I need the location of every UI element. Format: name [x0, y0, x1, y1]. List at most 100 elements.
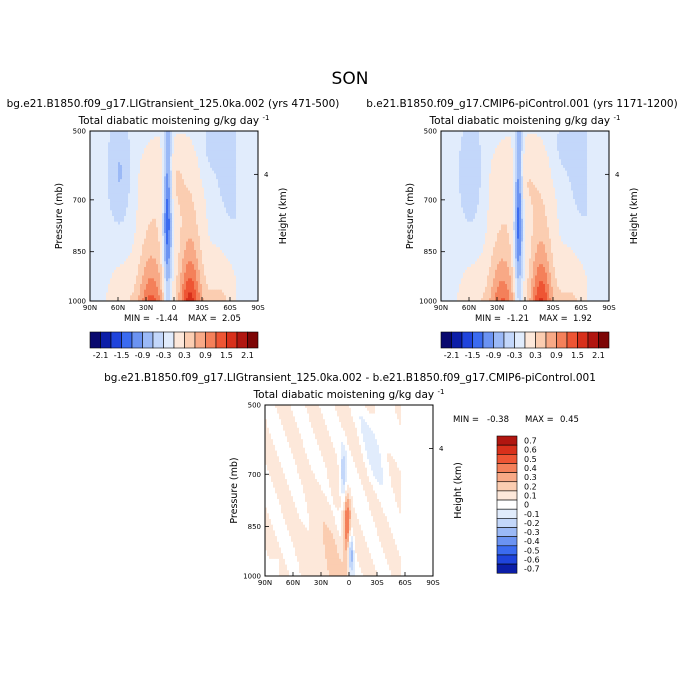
contour-cell [218, 184, 221, 189]
contour-cell [128, 201, 131, 206]
contour-cell [138, 244, 141, 248]
contour-cell [196, 179, 199, 183]
contour-cell [102, 196, 105, 200]
contour-cell [212, 284, 215, 288]
contour-cell [212, 145, 215, 149]
contour-cell [212, 196, 215, 200]
contour-cell [92, 235, 95, 240]
panel-subtitle: Total diabatic moistening g/kg day -1 [78, 114, 270, 127]
contour-cell [210, 289, 213, 293]
contour-cell [218, 227, 221, 231]
contour-cell [136, 295, 139, 299]
contour-cell [216, 252, 219, 257]
contour-cell [244, 261, 247, 265]
contour-cell [210, 162, 213, 166]
contour-cell [132, 278, 135, 282]
contour-cell [254, 184, 257, 189]
contour-cell [166, 201, 169, 206]
contour-cell [138, 218, 141, 223]
contour-cell [252, 196, 255, 200]
contour-cell [126, 261, 129, 265]
contour-cell [172, 250, 175, 254]
contour-cell [122, 227, 125, 231]
contour-cell [126, 170, 129, 174]
contour-cell [250, 159, 253, 163]
contour-cell [148, 227, 151, 231]
contour-cell [246, 162, 249, 166]
contour-cell [226, 267, 229, 271]
contour-cell [154, 142, 157, 146]
contour-cell [196, 241, 199, 245]
contour-cell [192, 150, 195, 155]
contour-cell [238, 148, 241, 152]
contour-cell [108, 235, 111, 240]
contour-cell [170, 170, 173, 174]
contour-cell [156, 131, 159, 135]
contour-cell [92, 267, 95, 271]
contour-cell [128, 199, 131, 203]
contour-cell [152, 255, 155, 259]
contour-cell [204, 255, 207, 259]
contour-cell [242, 286, 245, 291]
contour-cell [90, 286, 93, 291]
contour-cell [218, 244, 221, 248]
contour-cell [128, 261, 131, 265]
contour-cell [220, 269, 223, 274]
contour-cell [224, 153, 227, 157]
contour-cell [210, 196, 213, 200]
contour-cell [102, 267, 105, 271]
contour-cell [106, 148, 109, 152]
contour-cell [104, 218, 107, 223]
contour-cell [208, 269, 211, 274]
contour-cell [176, 156, 179, 160]
contour-cell [168, 292, 171, 296]
contour-cell [184, 267, 187, 271]
contour-cell [188, 230, 191, 234]
contour-cell [192, 238, 195, 242]
contour-cell [166, 252, 169, 257]
contour-cell [132, 190, 135, 194]
contour-cell [250, 190, 253, 194]
contour-cell [124, 233, 127, 237]
contour-cell [160, 167, 163, 172]
contour-cell [150, 233, 153, 237]
contour-cell [212, 170, 215, 174]
contour-cell [120, 173, 123, 177]
contour-cell [242, 167, 245, 172]
contour-cell [214, 184, 217, 189]
contour-cell [138, 204, 141, 208]
contour-cell [164, 255, 167, 259]
contour-cell [198, 204, 201, 208]
contour-cell [190, 136, 193, 140]
contour-cell [214, 284, 217, 288]
contour-cell [256, 227, 259, 231]
contour-cell [164, 204, 167, 208]
contour-cell [186, 284, 189, 288]
contour-cell [118, 136, 121, 140]
contour-cell [96, 139, 99, 143]
contour-cell [230, 196, 233, 200]
contour-cell [222, 281, 225, 285]
contour-cell [208, 247, 211, 251]
contour-cell [218, 247, 221, 251]
contour-cell [128, 176, 131, 180]
contour-cell [142, 196, 145, 200]
contour-cell [212, 224, 215, 228]
contour-cell [172, 258, 175, 262]
contour-cell [212, 187, 215, 191]
contour-cell [194, 201, 197, 206]
contour-cell [94, 255, 97, 259]
contour-cell [198, 233, 201, 237]
contour-cell [234, 159, 237, 163]
contour-cell [248, 250, 251, 254]
contour-cell [230, 252, 233, 257]
contour-cell [162, 182, 165, 186]
contour-cell [242, 227, 245, 231]
contour-cell [218, 275, 221, 279]
contour-cell [122, 193, 125, 197]
contour-cell [90, 261, 93, 265]
contour-cell [158, 193, 161, 197]
contour-cell [214, 258, 217, 262]
contour-cell [230, 227, 233, 231]
contour-cell [184, 136, 187, 140]
